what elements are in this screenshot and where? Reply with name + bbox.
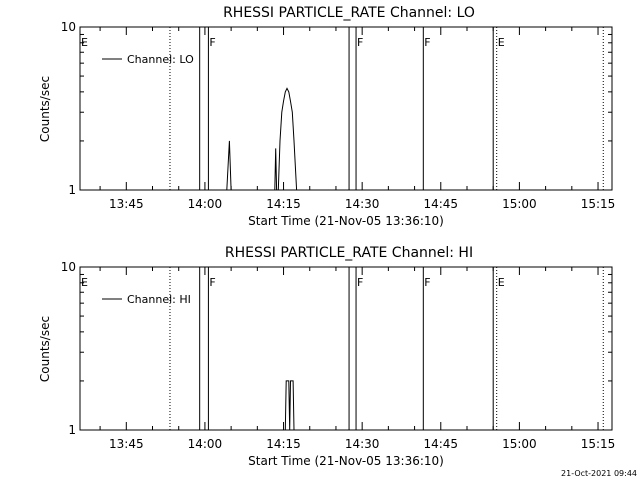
flag-label: F: [424, 276, 430, 289]
legend-entry: Channel: LO: [127, 53, 194, 66]
legend-entry: Channel: HI: [127, 293, 191, 306]
x-axis-label: Start Time (21-Nov-05 13:36:10): [248, 214, 444, 228]
y-tick-label: 1: [68, 183, 76, 197]
x-tick-label: 14:00: [188, 197, 223, 211]
x-tick-label: 14:30: [345, 197, 380, 211]
flag-label: F: [209, 276, 215, 289]
x-axis-label: Start Time (21-Nov-05 13:36:10): [248, 454, 444, 468]
x-tick-label: 14:45: [423, 437, 458, 451]
plot-area: 1 10 13:45 14:00 14:15 14:30 14:45 15:00 15:15 E E…: [61, 20, 616, 211]
flag-label: F: [357, 276, 363, 289]
flag-label: F: [357, 36, 363, 49]
x-tick-label: 13:45: [109, 197, 144, 211]
series-line: [226, 87, 298, 191]
flag-label: F: [209, 36, 215, 49]
chart-panel-hi: RHESSI PARTICLE_RATE Channel: HI Start T…: [38, 245, 615, 468]
y-tick-label: 10: [61, 20, 76, 34]
x-tick-label: 15:00: [502, 197, 537, 211]
plot-area: 1 10 13:45 14:00 14:15 14:30 14:45 15:00 15:15 E E…: [61, 260, 616, 451]
chart-title: RHESSI PARTICLE_RATE Channel: LO: [223, 5, 475, 21]
x-tick-label: 13:45: [109, 437, 144, 451]
y-axis-label: Counts/sec: [38, 76, 52, 142]
y-tick-label: 1: [68, 423, 76, 437]
y-tick-label: 10: [61, 260, 76, 274]
flag-label: E: [81, 276, 88, 289]
x-tick-label: 14:15: [266, 437, 301, 451]
chart-title: RHESSI PARTICLE_RATE Channel: HI: [225, 245, 473, 261]
x-tick-label: 15:00: [502, 437, 537, 451]
flag-label: E: [498, 276, 505, 289]
x-tick-label: 14:30: [345, 437, 380, 451]
series-line: [284, 380, 295, 431]
x-tick-label: 14:45: [423, 197, 458, 211]
flag-label: E: [498, 36, 505, 49]
y-axis-label: Counts/sec: [38, 316, 52, 382]
flag-label: F: [424, 36, 430, 49]
chart-panel-lo: RHESSI PARTICLE_RATE Channel: LO Start T…: [38, 5, 615, 228]
generation-timestamp: 21-Oct-2021 09:44: [561, 469, 637, 478]
x-tick-label: 14:15: [266, 197, 301, 211]
flag-label: E: [81, 36, 88, 49]
x-tick-label: 15:15: [581, 437, 616, 451]
x-tick-label: 14:00: [188, 437, 223, 451]
x-tick-label: 15:15: [581, 197, 616, 211]
